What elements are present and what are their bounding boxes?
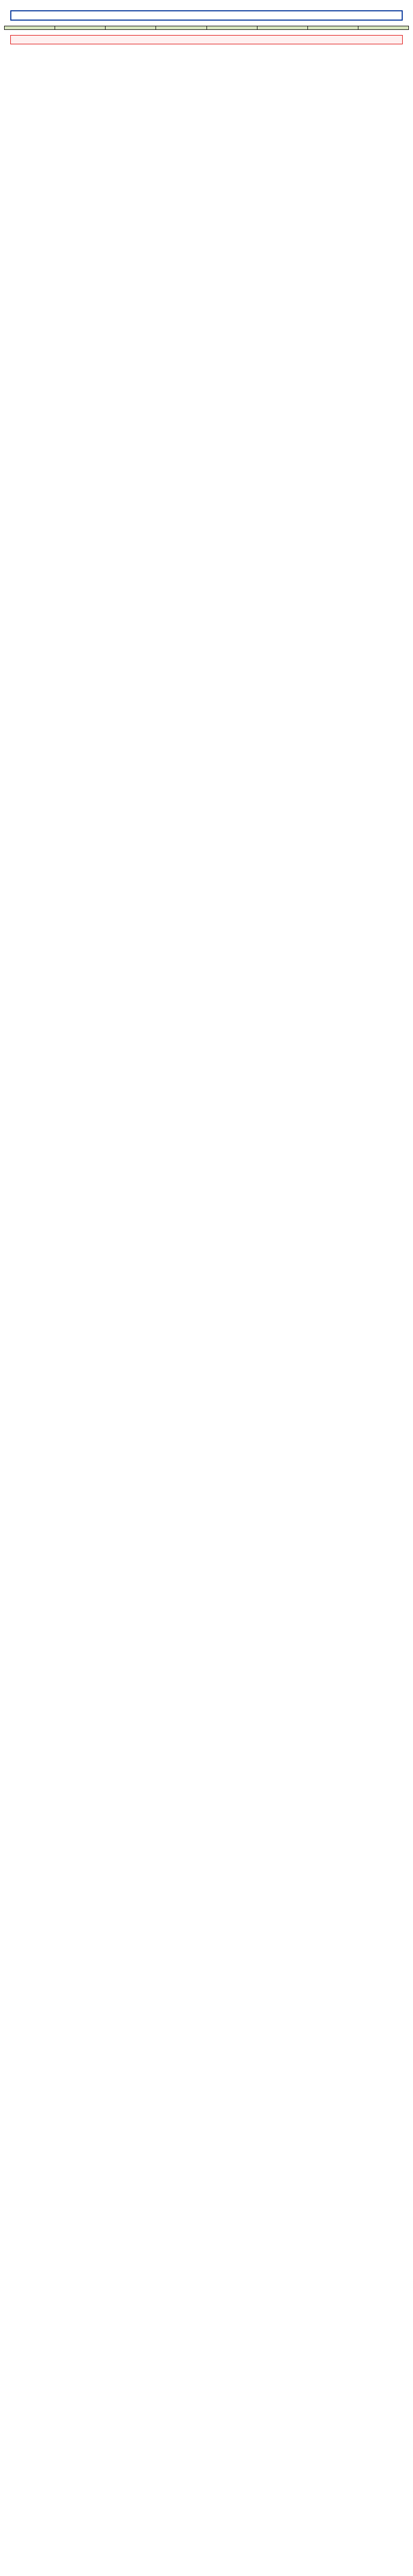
- col-note: [257, 26, 307, 30]
- col-room: [206, 26, 257, 30]
- col-class: [106, 26, 156, 30]
- col-group: [55, 26, 106, 30]
- col-inst: [358, 26, 408, 30]
- col-time: [5, 26, 55, 30]
- col-target: [307, 26, 358, 30]
- schedule-table: [4, 26, 409, 30]
- info-box: [10, 10, 403, 21]
- col-cap: [156, 26, 206, 30]
- bottom-notice: [10, 35, 403, 44]
